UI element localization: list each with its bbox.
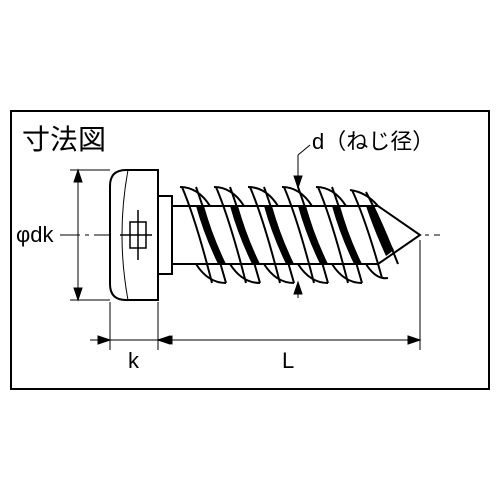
label-L: L: [282, 348, 294, 374]
label-k: k: [128, 348, 139, 374]
screw-diagram: [0, 0, 500, 500]
label-d: d（ねじ径）: [312, 124, 434, 156]
label-phi-dk: φdk: [16, 222, 54, 248]
dim-k: [90, 302, 176, 350]
